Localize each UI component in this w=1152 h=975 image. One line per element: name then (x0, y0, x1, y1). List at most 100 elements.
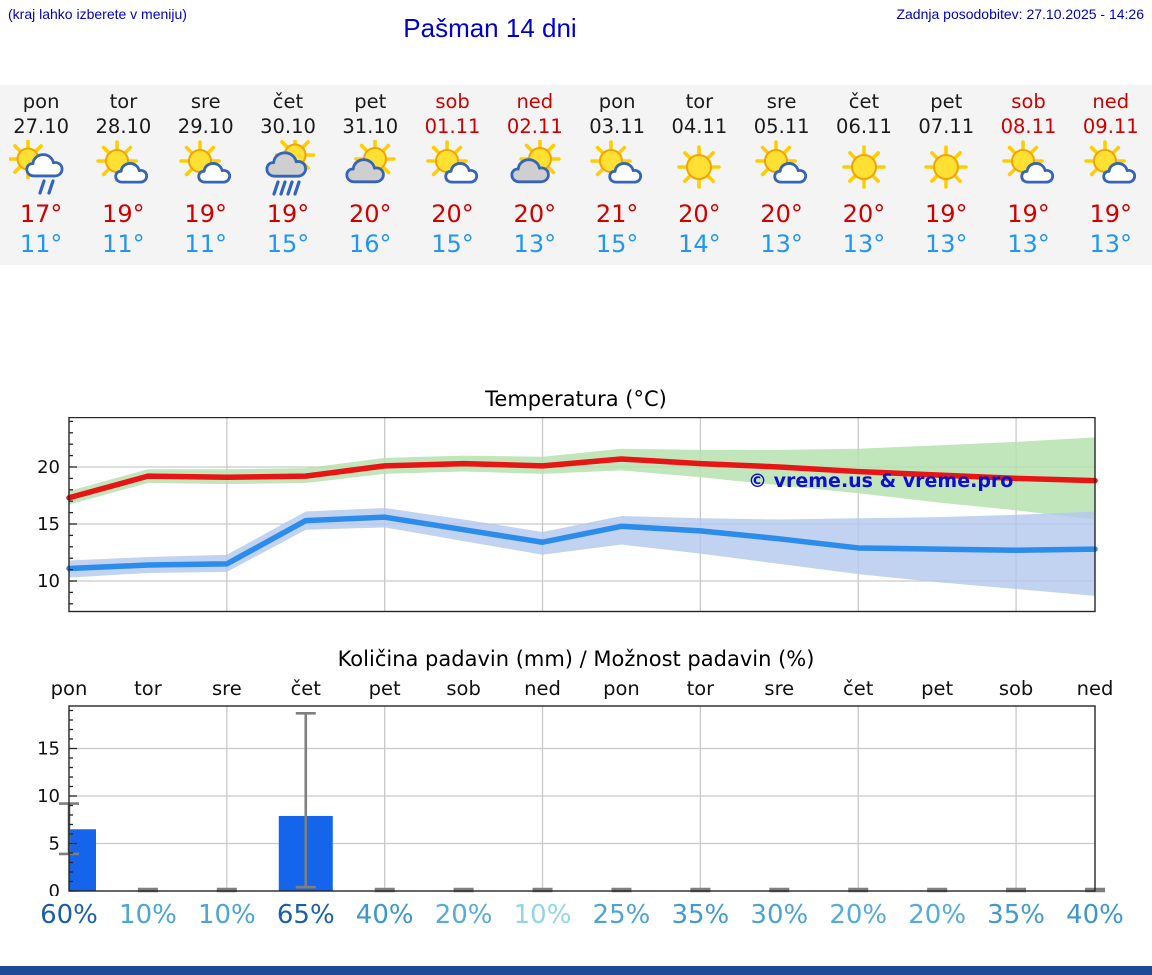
day-low-temp: 14° (678, 230, 721, 258)
day-name: sob (435, 90, 470, 113)
day-high-temp: 19° (1007, 200, 1050, 228)
day-high-temp: 20° (842, 200, 886, 228)
day-low-temp: 11° (184, 230, 227, 258)
day-date: 29.10 (177, 115, 234, 138)
day-column[interactable]: čet 30.10 19° 15° (247, 85, 329, 265)
day-high-temp: 19° (102, 200, 145, 228)
precip-percent-row: 60% 10% 10% 65% 40% 20% 10% 25% 35% 30% 20% 20% 35% 4… (0, 896, 1152, 936)
precip-day-label: sre (212, 677, 242, 700)
precip-percent-label: 10% (513, 900, 572, 930)
plot-border (68, 705, 1096, 892)
day-column[interactable]: tor 04.11 20° 14° (658, 85, 740, 265)
temperature-chart: © vreme.us & vreme.pro 10 15 20 (37, 417, 1098, 613)
y-tick-label: 10 (37, 571, 60, 592)
day-date: 03.11 (589, 115, 646, 138)
plot-border (68, 417, 1096, 613)
day-high-temp: 21° (595, 200, 639, 228)
precip-day-label: sob (446, 677, 480, 700)
sun-rain-cloud-icon (247, 139, 329, 199)
precip-day-label: pet (921, 677, 953, 700)
sun-small-cloud-icon (741, 139, 823, 199)
header: (kraj lahko izberete v meniju) Pašman 14… (0, 0, 1152, 85)
day-low-temp: 13° (760, 230, 803, 258)
day-column[interactable]: pet 31.10 20° 16° (329, 85, 411, 265)
day-date: 04.11 (671, 115, 728, 138)
precip-bar (69, 829, 96, 891)
precip-day-label: tor (134, 677, 163, 700)
day-low-temp: 13° (1089, 230, 1133, 258)
day-column[interactable]: čet 06.11 20° 13° (823, 85, 905, 265)
y-tick-label: 5 (49, 834, 60, 855)
location-note[interactable]: (kraj lahko izberete v meniju) (8, 6, 187, 22)
y-tick-label: 15 (37, 514, 60, 535)
day-column[interactable]: sre 05.11 20° 13° (741, 85, 823, 265)
precip-percent-label: 40% (355, 900, 414, 930)
day-high-temp: 19° (184, 200, 227, 228)
precip-percent-label: 20% (829, 900, 888, 930)
day-column[interactable]: pon 03.11 21° 15° (576, 85, 658, 265)
day-date: 31.10 (342, 115, 399, 138)
sunny-icon (823, 139, 905, 199)
precip-day-label: čet (291, 677, 322, 700)
day-name: ned (1092, 90, 1130, 113)
day-high-temp: 19° (1089, 200, 1133, 228)
precip-percent-label: 40% (1066, 900, 1124, 930)
day-high-temp: 20° (431, 200, 474, 228)
day-high-temp: 20° (678, 200, 721, 228)
precip-percent-label: 25% (592, 900, 651, 930)
day-column[interactable]: ned 09.11 19° 13° (1070, 85, 1152, 265)
watermark-text: © vreme.us & vreme.pro (748, 470, 1013, 492)
day-name: pet (930, 90, 963, 113)
day-column[interactable]: sre 29.10 19° 11° (165, 85, 247, 265)
precipitation-chart: pon tor sre čet pet sob ned pon tor sre čet pet sob n… (37, 677, 1113, 896)
precip-percent-label: 65% (276, 900, 335, 930)
y-tick-label: 20 (37, 457, 60, 478)
day-high-temp: 19° (924, 200, 968, 228)
day-name: pon (22, 90, 60, 113)
y-tick-label: 10 (37, 786, 60, 807)
day-name: ned (516, 90, 554, 113)
day-low-temp: 16° (348, 230, 392, 258)
sun-gray-cloud-icon (494, 139, 576, 199)
day-date: 07.11 (918, 115, 975, 138)
day-name: tor (109, 90, 138, 113)
sunny-icon (905, 139, 987, 199)
day-low-temp: 11° (102, 230, 145, 258)
day-name: tor (685, 90, 714, 113)
precip-day-label: sre (764, 677, 794, 700)
day-name: sre (190, 90, 221, 113)
precip-percent-label: 10% (197, 900, 256, 930)
precip-percent-label: 20% (434, 900, 493, 930)
day-high-temp: 20° (348, 200, 392, 228)
footer-bar (0, 966, 1152, 975)
day-column[interactable]: sob 01.11 20° 15° (411, 85, 493, 265)
day-date: 09.11 (1082, 115, 1139, 138)
sun-small-cloud-icon (165, 139, 247, 199)
day-column[interactable]: tor 28.10 19° 11° (82, 85, 164, 265)
temp-max-line (66, 456, 1098, 501)
day-column[interactable]: pon 27.10 17° 11° (0, 85, 82, 265)
sun-gray-cloud-icon (329, 139, 411, 199)
day-low-temp: 13° (924, 230, 968, 258)
sun-small-cloud-icon (82, 139, 164, 199)
sun-cloud-rain-icon (0, 139, 82, 199)
sun-small-cloud-icon (576, 139, 658, 199)
sunny-icon (658, 139, 740, 199)
day-name: čet (848, 90, 880, 113)
day-column[interactable]: sob 08.11 19° 13° (987, 85, 1069, 265)
precip-percent-label: 60% (40, 900, 98, 930)
day-date: 06.11 (836, 115, 892, 138)
day-column[interactable]: ned 02.11 20° 13° (494, 85, 576, 265)
last-updated: Zadnja posodobitev: 27.10.2025 - 14:26 (896, 6, 1144, 22)
day-name: čet (272, 90, 304, 113)
day-name: pet (354, 90, 387, 113)
y-tick-label: 0 (49, 881, 60, 896)
precip-day-label: pon (51, 677, 88, 700)
day-low-temp: 11° (19, 230, 63, 258)
day-high-temp: 19° (266, 200, 310, 228)
day-name: sre (766, 90, 797, 113)
temp-max-band (69, 437, 1095, 520)
day-low-temp: 13° (513, 230, 557, 258)
page-title: Pašman 14 dni (403, 13, 577, 43)
day-column[interactable]: pet 07.11 19° 13° (905, 85, 987, 265)
